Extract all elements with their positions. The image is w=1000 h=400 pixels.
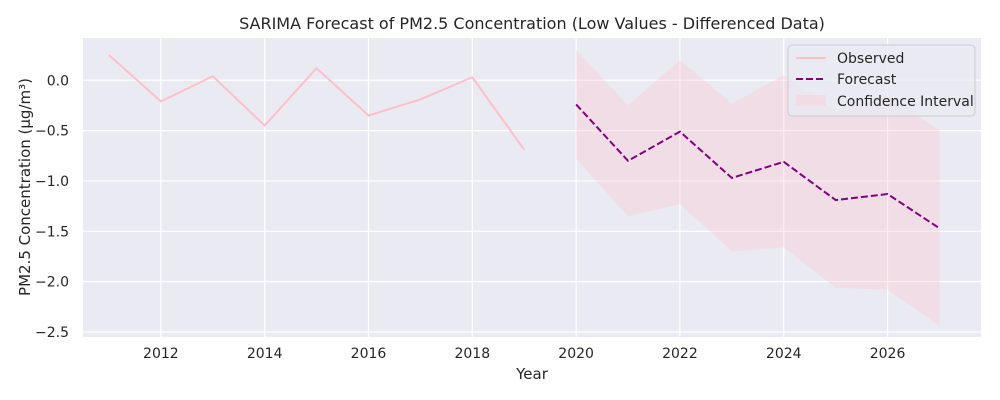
y-axis-label: PM2.5 Concentration (µg/m³) (16, 78, 34, 296)
y-tick-label: 0.0 (47, 73, 69, 89)
y-tick-label: −0.5 (35, 124, 69, 140)
legend-observed-label: Observed (837, 51, 904, 67)
observed-line (108, 54, 526, 151)
x-tick-label: 2012 (143, 346, 179, 362)
x-tick-label: 2014 (247, 346, 283, 362)
x-tick-label: 2024 (766, 346, 802, 362)
forecast-line (575, 103, 941, 230)
y-tick-label: −1.0 (35, 174, 69, 190)
y-axis-ticks: 0.0 −0.5 −1.0 −1.5 −2.0 −2.5 (35, 73, 69, 341)
x-tick-label: 2022 (662, 346, 698, 362)
legend-box (787, 44, 976, 117)
chart-title: SARIMA Forecast of PM2.5 Concentration (… (239, 14, 825, 33)
confidence-interval-band (576, 50, 940, 326)
legend-ci-swatch (796, 95, 826, 106)
confidence-interval-area (576, 50, 940, 326)
y-tick-label: −2.5 (35, 325, 69, 341)
x-axis-label: Year (515, 365, 549, 383)
x-tick-label: 2018 (454, 346, 490, 362)
x-axis-ticks: 2012 2014 2016 2018 2020 2022 2024 2026 (143, 346, 905, 362)
x-tick-label: 2016 (351, 346, 387, 362)
y-tick-label: −1.5 (35, 224, 69, 240)
x-tick-label: 2026 (870, 346, 906, 362)
series-lines (108, 54, 941, 230)
legend: Observed Forecast Confidence Interval (787, 44, 976, 117)
legend-ci-label: Confidence Interval (837, 94, 974, 110)
legend-forecast-label: Forecast (837, 72, 897, 88)
x-tick-label: 2020 (558, 346, 594, 362)
y-tick-label: −2.0 (35, 275, 69, 291)
